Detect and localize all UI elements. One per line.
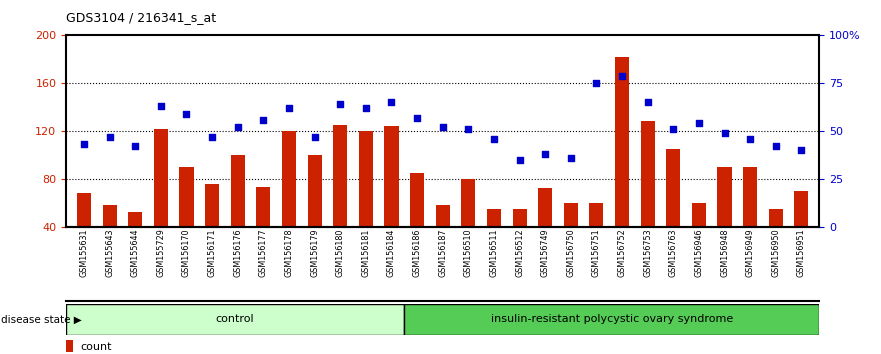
Bar bbox=[795, 191, 809, 227]
Point bbox=[640, 99, 655, 105]
Point bbox=[282, 105, 296, 111]
Bar bbox=[666, 149, 680, 227]
Text: GSM155643: GSM155643 bbox=[105, 228, 115, 277]
Point bbox=[615, 73, 629, 78]
Text: GSM155631: GSM155631 bbox=[79, 228, 88, 277]
Bar bbox=[410, 173, 424, 227]
Text: GSM156753: GSM156753 bbox=[643, 228, 652, 277]
Point bbox=[589, 80, 603, 86]
Point bbox=[307, 134, 322, 139]
Point bbox=[384, 99, 398, 105]
Point bbox=[231, 124, 245, 130]
Text: GSM156181: GSM156181 bbox=[361, 228, 370, 277]
Text: GSM156749: GSM156749 bbox=[541, 228, 550, 277]
Point bbox=[77, 142, 91, 147]
Bar bbox=[231, 155, 245, 227]
Bar bbox=[615, 57, 629, 227]
Text: GSM155644: GSM155644 bbox=[130, 228, 140, 277]
Point bbox=[256, 117, 270, 122]
Point bbox=[717, 130, 731, 136]
Point bbox=[692, 120, 706, 126]
Text: insulin-resistant polycystic ovary syndrome: insulin-resistant polycystic ovary syndr… bbox=[491, 314, 733, 325]
Bar bbox=[307, 155, 322, 227]
Point bbox=[795, 147, 809, 153]
Text: GSM156179: GSM156179 bbox=[310, 228, 319, 277]
Point bbox=[102, 134, 116, 139]
Bar bbox=[436, 205, 449, 227]
Text: GSM156184: GSM156184 bbox=[387, 228, 396, 277]
Text: GSM156180: GSM156180 bbox=[336, 228, 344, 277]
Text: count: count bbox=[80, 342, 112, 352]
Point bbox=[129, 143, 143, 149]
Text: GSM156751: GSM156751 bbox=[592, 228, 601, 277]
Text: GDS3104 / 216341_s_at: GDS3104 / 216341_s_at bbox=[66, 11, 216, 24]
Point bbox=[538, 151, 552, 157]
Text: GSM156951: GSM156951 bbox=[797, 228, 806, 277]
Text: GSM156512: GSM156512 bbox=[515, 228, 524, 277]
Bar bbox=[769, 209, 783, 227]
Bar bbox=[462, 179, 476, 227]
Text: GSM156177: GSM156177 bbox=[259, 228, 268, 277]
Point bbox=[666, 126, 680, 132]
Bar bbox=[640, 121, 655, 227]
Point bbox=[769, 143, 783, 149]
Bar bbox=[282, 131, 296, 227]
Text: GSM156176: GSM156176 bbox=[233, 228, 242, 277]
Bar bbox=[743, 167, 757, 227]
Text: GSM156510: GSM156510 bbox=[463, 228, 473, 277]
Text: GSM155729: GSM155729 bbox=[156, 228, 166, 277]
Text: GSM156946: GSM156946 bbox=[694, 228, 703, 277]
Bar bbox=[129, 212, 143, 227]
Point bbox=[333, 101, 347, 107]
Text: disease state ▶: disease state ▶ bbox=[1, 314, 82, 325]
Point bbox=[462, 126, 476, 132]
Bar bbox=[256, 187, 270, 227]
Point bbox=[410, 115, 424, 120]
Point bbox=[154, 103, 168, 109]
Bar bbox=[180, 167, 194, 227]
Bar bbox=[513, 209, 527, 227]
Text: GSM156187: GSM156187 bbox=[438, 228, 448, 277]
Bar bbox=[487, 209, 501, 227]
Bar bbox=[333, 125, 347, 227]
Text: GSM156949: GSM156949 bbox=[745, 228, 755, 277]
Point bbox=[513, 157, 527, 162]
Bar bbox=[154, 129, 168, 227]
Text: GSM156750: GSM156750 bbox=[566, 228, 575, 277]
Text: GSM156186: GSM156186 bbox=[412, 228, 422, 277]
Bar bbox=[77, 193, 91, 227]
Bar bbox=[692, 202, 706, 227]
Text: GSM156950: GSM156950 bbox=[771, 228, 781, 277]
Text: control: control bbox=[216, 314, 255, 325]
Point bbox=[435, 124, 449, 130]
Text: GSM156948: GSM156948 bbox=[720, 228, 729, 277]
Text: GSM156752: GSM156752 bbox=[618, 228, 626, 277]
Bar bbox=[102, 205, 116, 227]
Text: GSM156178: GSM156178 bbox=[285, 228, 293, 277]
Bar bbox=[359, 131, 373, 227]
Bar bbox=[404, 304, 819, 335]
Point bbox=[180, 111, 194, 116]
Bar bbox=[205, 183, 219, 227]
Text: GSM156171: GSM156171 bbox=[208, 228, 217, 277]
Point bbox=[564, 155, 578, 161]
Point bbox=[487, 136, 501, 142]
Bar bbox=[66, 304, 404, 335]
Text: GSM156170: GSM156170 bbox=[182, 228, 191, 277]
Point bbox=[743, 136, 757, 142]
Text: GSM156763: GSM156763 bbox=[669, 228, 677, 277]
Bar bbox=[589, 202, 603, 227]
Bar bbox=[538, 188, 552, 227]
Bar bbox=[66, 340, 73, 353]
Point bbox=[205, 134, 219, 139]
Point bbox=[359, 105, 373, 111]
Bar bbox=[564, 202, 578, 227]
Text: GSM156511: GSM156511 bbox=[490, 228, 499, 277]
Bar bbox=[384, 126, 398, 227]
Bar bbox=[717, 167, 731, 227]
